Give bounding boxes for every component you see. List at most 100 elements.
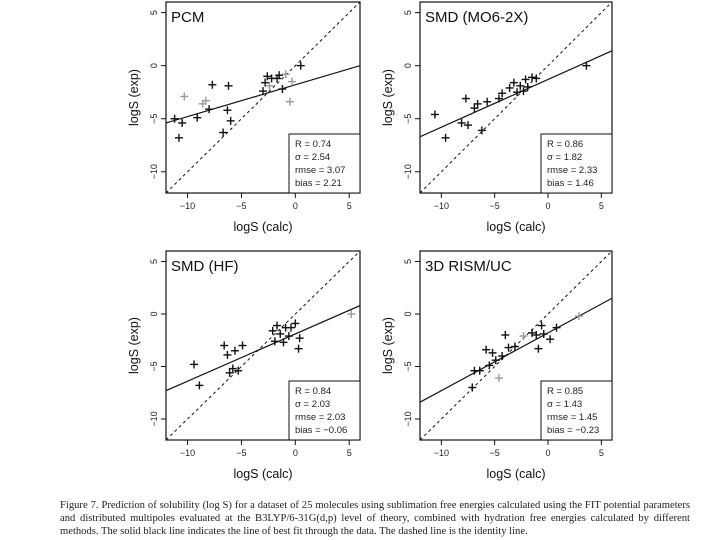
data-point xyxy=(521,75,530,84)
data-point xyxy=(477,126,486,135)
data-point xyxy=(528,73,536,82)
data-point xyxy=(485,361,494,370)
data-point xyxy=(498,89,507,98)
y-tick-label: −10 xyxy=(403,164,413,179)
stats-entry: σ = 1.82 xyxy=(547,152,582,163)
data-point xyxy=(519,332,528,341)
stats-entry: rmse = 2.03 xyxy=(295,412,345,423)
plot-lines xyxy=(420,2,612,193)
data-point xyxy=(519,87,528,96)
data-point xyxy=(284,332,293,341)
data-point xyxy=(546,335,555,344)
y-tick-label: −10 xyxy=(149,411,159,426)
data-point xyxy=(539,329,548,338)
x-tick-label: −10 xyxy=(180,201,195,211)
y-tick-label: 5 xyxy=(403,259,413,264)
data-point xyxy=(275,71,284,80)
panel-pcm: −10 −5 0 5 5 0 −5 −10 logS (calc) logS (exp) PCM R … xyxy=(127,1,361,234)
data-point xyxy=(208,80,217,89)
panel-title: SMD (MO6-2X) xyxy=(425,9,528,26)
data-point xyxy=(195,381,204,390)
data-point xyxy=(287,323,296,332)
data-point xyxy=(347,310,356,318)
data-point xyxy=(174,133,183,142)
data-point xyxy=(509,78,518,87)
x-tick-label: 5 xyxy=(347,201,352,211)
stats-entry: R = 0.74 xyxy=(295,139,331,150)
data-point xyxy=(288,77,297,86)
data-point xyxy=(261,78,270,87)
data-point xyxy=(279,338,288,347)
x-tick-label: −10 xyxy=(434,201,449,211)
stats-entry: R = 0.84 xyxy=(295,386,331,397)
stats-entry: bias = 1.46 xyxy=(547,178,594,189)
data-point xyxy=(582,61,591,70)
x-tick-label: −5 xyxy=(236,201,246,211)
data-point xyxy=(482,345,491,354)
data-point xyxy=(291,319,300,328)
y-tick-label: 0 xyxy=(149,311,159,316)
plot-lines xyxy=(166,251,360,440)
data-point xyxy=(276,329,285,338)
data-point xyxy=(457,118,466,127)
data-point xyxy=(268,326,277,335)
data-point xyxy=(285,97,294,106)
data-point xyxy=(534,344,543,353)
x-tick-label: 0 xyxy=(293,201,298,211)
stats-entry: bias = −0.06 xyxy=(295,425,347,436)
y-tick-label: −10 xyxy=(403,411,413,426)
data-point xyxy=(223,350,232,359)
x-axis-label: logS (calc) xyxy=(486,467,545,481)
data-point xyxy=(259,87,267,96)
data-point xyxy=(523,82,532,91)
panel-title: 3D RISM/UC xyxy=(425,258,512,275)
data-point xyxy=(201,96,210,105)
stats-box xyxy=(288,133,361,194)
data-points xyxy=(430,61,591,142)
data-point xyxy=(205,105,214,114)
best-fit-line xyxy=(166,305,360,392)
y-axis-label: logS (exp) xyxy=(127,69,141,126)
x-tick-label: −10 xyxy=(180,448,195,458)
figure-canvas: −10 −5 0 5 5 0 −5 −10 logS (calc) logS (exp) PCM R … xyxy=(127,1,613,481)
data-point xyxy=(513,88,522,97)
data-point xyxy=(265,81,274,90)
data-point xyxy=(488,348,497,357)
x-tick-label: 5 xyxy=(347,448,352,458)
y-tick-label: 0 xyxy=(403,63,413,68)
y-tick-label: 5 xyxy=(149,10,159,15)
y-tick-label: 5 xyxy=(149,259,159,264)
data-point xyxy=(473,99,482,108)
best-fit-line xyxy=(420,50,612,138)
x-tick-label: 0 xyxy=(545,448,550,458)
data-point xyxy=(552,323,561,332)
data-point xyxy=(170,114,179,123)
x-axis-label: logS (calc) xyxy=(233,220,292,234)
stats-entry: bias = −0.23 xyxy=(547,425,599,436)
data-point xyxy=(228,364,237,373)
plot-frame xyxy=(165,1,361,194)
data-point xyxy=(491,356,500,365)
figure-caption: Figure 7. Prediction of solubility (log … xyxy=(60,499,690,539)
x-tick-label: −10 xyxy=(434,448,449,458)
y-tick-label: 0 xyxy=(403,311,413,316)
stats-box xyxy=(540,133,613,194)
data-point xyxy=(273,321,282,330)
data-point xyxy=(574,312,583,321)
y-tick-label: 0 xyxy=(149,63,159,68)
plot-frame xyxy=(419,1,613,194)
y-tick-label: −5 xyxy=(403,114,413,124)
stats-entry: R = 0.85 xyxy=(547,386,583,397)
caption-text: Prediction of solubility (log S) for a d… xyxy=(60,500,690,538)
x-tick-label: 5 xyxy=(599,448,604,458)
identity-line xyxy=(420,251,612,440)
stats-box xyxy=(288,380,361,441)
caption-label: Figure 7. xyxy=(60,500,99,511)
x-tick-label: −5 xyxy=(490,201,500,211)
data-point xyxy=(281,70,290,79)
data-point xyxy=(537,321,546,330)
data-point xyxy=(470,104,479,113)
x-axis-label: logS (calc) xyxy=(233,467,292,481)
plot-frame xyxy=(165,250,361,441)
data-point xyxy=(295,334,304,343)
